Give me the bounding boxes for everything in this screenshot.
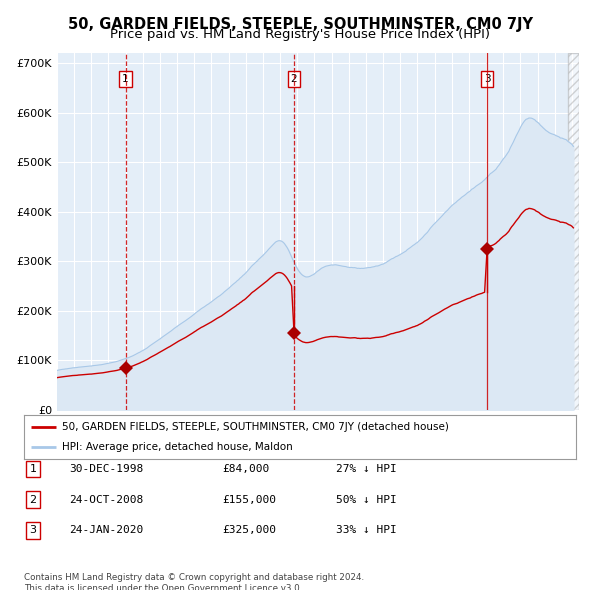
Text: 1: 1 <box>29 464 37 474</box>
Text: 1: 1 <box>122 74 129 84</box>
Text: 30-DEC-1998: 30-DEC-1998 <box>69 464 143 474</box>
Text: 50, GARDEN FIELDS, STEEPLE, SOUTHMINSTER, CM0 7JY (detached house): 50, GARDEN FIELDS, STEEPLE, SOUTHMINSTER… <box>62 422 448 432</box>
Text: HPI: Average price, detached house, Maldon: HPI: Average price, detached house, Mald… <box>62 442 292 452</box>
Text: Contains HM Land Registry data © Crown copyright and database right 2024.
This d: Contains HM Land Registry data © Crown c… <box>24 573 364 590</box>
Text: 24-OCT-2008: 24-OCT-2008 <box>69 495 143 504</box>
Text: £155,000: £155,000 <box>222 495 276 504</box>
Text: 2: 2 <box>29 495 37 504</box>
Text: 33% ↓ HPI: 33% ↓ HPI <box>336 526 397 535</box>
Text: 24-JAN-2020: 24-JAN-2020 <box>69 526 143 535</box>
Text: £84,000: £84,000 <box>222 464 269 474</box>
Text: Price paid vs. HM Land Registry's House Price Index (HPI): Price paid vs. HM Land Registry's House … <box>110 28 490 41</box>
Text: £325,000: £325,000 <box>222 526 276 535</box>
Text: 50, GARDEN FIELDS, STEEPLE, SOUTHMINSTER, CM0 7JY: 50, GARDEN FIELDS, STEEPLE, SOUTHMINSTER… <box>67 17 533 31</box>
Text: 3: 3 <box>484 74 490 84</box>
Bar <box>568 53 579 410</box>
Text: 3: 3 <box>29 526 37 535</box>
Text: 2: 2 <box>291 74 298 84</box>
Text: 50% ↓ HPI: 50% ↓ HPI <box>336 495 397 504</box>
Text: 27% ↓ HPI: 27% ↓ HPI <box>336 464 397 474</box>
